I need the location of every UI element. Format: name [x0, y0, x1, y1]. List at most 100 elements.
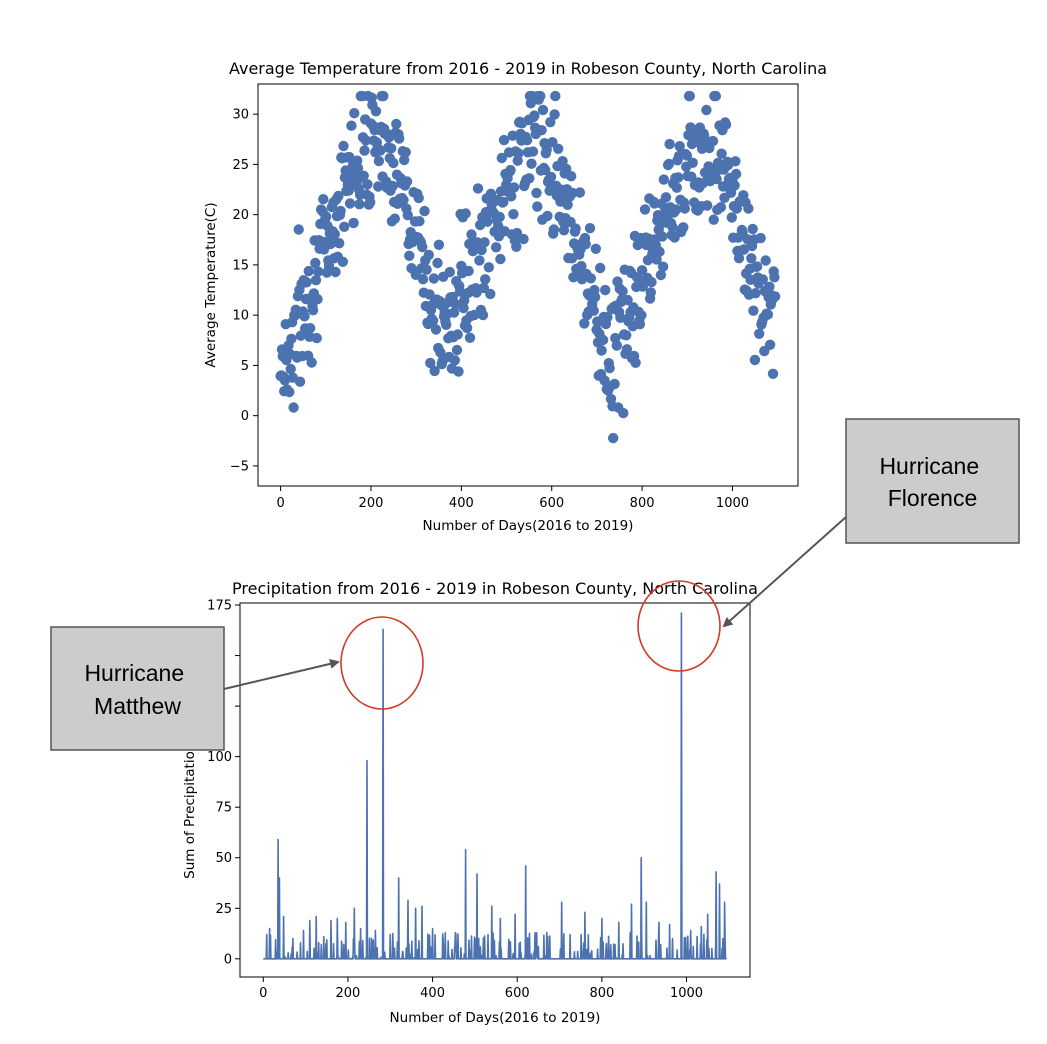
florence-highlight-circle: [637, 580, 721, 672]
temperature-point: [423, 249, 434, 261]
precipitation-x-tick-label: 800: [589, 986, 614, 1001]
temperature-point: [413, 192, 424, 204]
temperature-point: [299, 311, 310, 322]
temperature-point: [463, 265, 474, 277]
temperature-point: [375, 145, 386, 156]
temperature-point: [621, 344, 633, 355]
temperature-point: [301, 277, 312, 288]
hurricane-florence-callout: Hurricane Florence: [845, 418, 1020, 544]
temperature-point: [305, 323, 316, 334]
temperature-point: [686, 171, 697, 182]
temperature-point: [388, 157, 399, 169]
temperature-point: [730, 168, 742, 180]
temperature-point: [508, 209, 519, 220]
temperature-point: [400, 147, 411, 158]
temperature-point: [428, 273, 440, 284]
temperature-point: [681, 150, 693, 161]
precipitation-y-tick-label: 25: [215, 902, 232, 917]
temperature-point: [639, 204, 651, 215]
precipitation-series: [262, 612, 728, 960]
temperature-point: [568, 272, 579, 283]
temperature-y-tick-label: 20: [232, 208, 249, 223]
precipitation-y-tick-label: 75: [215, 801, 232, 816]
temperature-point: [678, 222, 689, 233]
temperature-point: [461, 322, 473, 334]
temperature-points: [275, 90, 781, 444]
temperature-y-tick-label: 25: [232, 158, 249, 173]
temperature-point: [521, 135, 533, 146]
temperature-point: [444, 266, 455, 278]
temperature-point: [746, 253, 757, 264]
precipitation-y-tick-label: 0: [224, 952, 232, 967]
temperature-y-axis-label: Average Temperature(C): [203, 202, 219, 367]
florence-callout-text: Hurricane Florence: [879, 453, 985, 511]
temperature-point: [545, 117, 556, 128]
matthew-callout-box: [50, 626, 225, 751]
temperature-point: [414, 216, 425, 227]
temperature-point: [508, 182, 520, 193]
temperature-point: [769, 272, 780, 283]
temperature-point: [498, 134, 510, 146]
temperature-point: [337, 256, 348, 267]
temperature-point: [590, 243, 601, 254]
temperature-point: [427, 315, 439, 326]
temperature-point: [532, 201, 543, 212]
temperature-point: [387, 180, 398, 192]
temperature-point: [558, 225, 570, 236]
temperature-point: [609, 378, 620, 390]
temperature-point: [373, 155, 385, 167]
temperature-y-tick-label: 15: [232, 258, 249, 273]
precipitation-chart: Precipitation from 2016 - 2019 in Robeso…: [182, 579, 758, 1026]
temperature-point: [529, 110, 540, 121]
temperature-point: [401, 176, 413, 187]
temperature-point: [537, 104, 549, 116]
temperature-point: [477, 309, 489, 321]
temperature-point: [450, 299, 461, 310]
temperature-point: [716, 148, 727, 159]
precipitation-y-axis-label: Sum of Precipitatio: [182, 751, 198, 879]
matthew-highlight-circle: [340, 616, 424, 710]
temperature-x-tick-label: 600: [539, 496, 564, 511]
temperature-point: [419, 205, 430, 217]
temperature-point: [524, 173, 535, 184]
precipitation-line: [262, 612, 728, 960]
temperature-point: [306, 357, 317, 368]
temperature-point: [449, 355, 460, 366]
temperature-point: [755, 232, 766, 244]
temperature-point: [602, 312, 613, 323]
temperature-point: [358, 170, 369, 181]
temperature-point: [743, 203, 754, 214]
temperature-point: [472, 183, 484, 194]
temperature-point: [303, 265, 314, 277]
temperature-point: [310, 257, 321, 269]
temperature-point: [402, 210, 413, 221]
temperature-point: [370, 106, 382, 117]
temperature-point: [498, 196, 509, 208]
temperature-chart: Average Temperature from 2016 - 2019 in …: [203, 59, 827, 534]
temperature-point: [518, 233, 529, 245]
temperature-point: [767, 368, 779, 379]
temperature-point: [663, 158, 675, 170]
temperature-point: [630, 357, 641, 368]
matthew-callout-text: Hurricane Matthew: [84, 660, 190, 719]
temperature-point: [320, 211, 332, 222]
temperature-point: [622, 294, 633, 306]
temperature-point: [448, 307, 460, 318]
temperature-point: [430, 324, 442, 335]
temperature-point: [670, 204, 682, 215]
temperature-point: [399, 154, 410, 166]
temperature-point: [747, 223, 758, 235]
temperature-point: [348, 217, 359, 229]
temperature-point: [585, 273, 596, 284]
temperature-point: [527, 146, 539, 157]
temperature-point: [507, 130, 518, 141]
temperature-y-tick-label: −5: [230, 459, 249, 474]
temperature-point: [365, 197, 376, 208]
temperature-point: [553, 143, 564, 154]
temperature-point: [757, 274, 768, 285]
temperature-point: [329, 229, 340, 240]
temperature-point: [701, 104, 712, 116]
temperature-point: [286, 333, 297, 344]
temperature-chart-title: Average Temperature from 2016 - 2019 in …: [229, 59, 827, 78]
temperature-point: [764, 281, 775, 292]
